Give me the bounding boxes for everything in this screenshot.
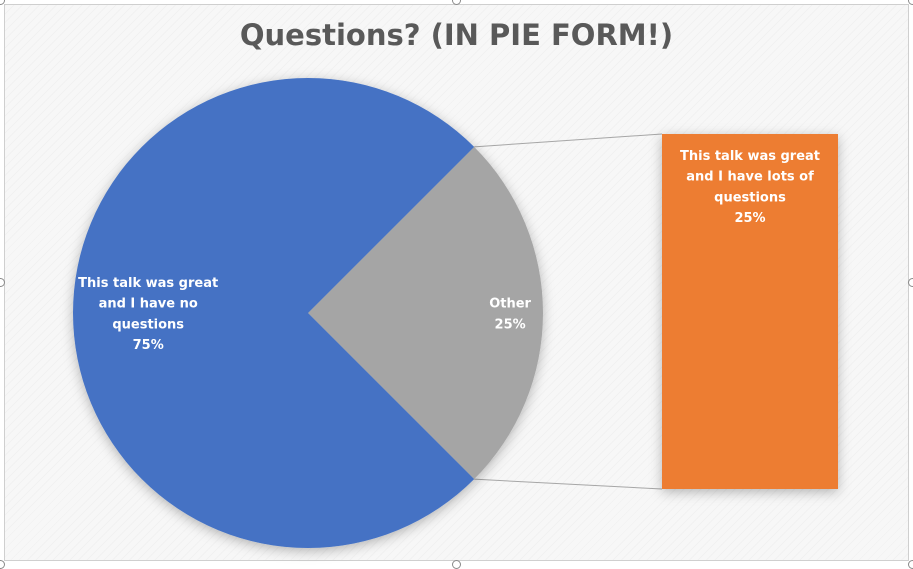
data-label: This talk was great and I have lots of que… (680, 149, 820, 226)
resize-handle-right[interactable] (908, 278, 913, 287)
data-label: Other 25% (489, 297, 531, 333)
data-label: This talk was great and I have no question… (78, 276, 218, 353)
chart-title[interactable]: Questions? (IN PIE FORM!) (239, 18, 674, 52)
bar-segment[interactable] (662, 134, 838, 489)
pie-slice[interactable] (308, 146, 543, 480)
pie-slice[interactable] (72, 78, 475, 548)
resize-handle-left[interactable] (0, 278, 5, 287)
connector-line (474, 133, 663, 148)
resize-handle-top-right[interactable] (908, 0, 913, 5)
resize-handle-top[interactable] (452, 0, 461, 5)
connector-line (474, 478, 663, 490)
resize-handle-top-left[interactable] (0, 0, 5, 5)
